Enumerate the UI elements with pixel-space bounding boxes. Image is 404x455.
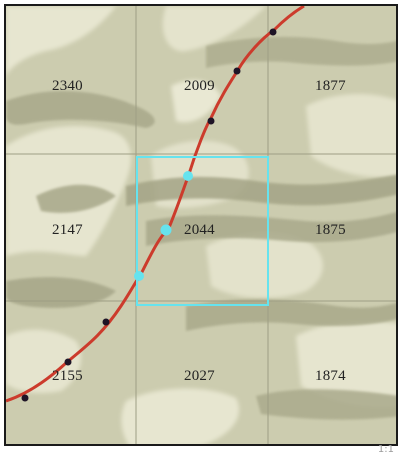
elevation-label: 2044: [184, 222, 215, 238]
track-node[interactable]: [21, 394, 29, 402]
elevation-label: 2147: [52, 222, 83, 238]
elevation-label: 2340: [52, 78, 83, 94]
elevation-label: 2027: [184, 368, 215, 384]
elevation-label: 1874: [315, 368, 346, 384]
map-frame: 2340 2009 1877 2147 2044 1875 2155 2027 …: [4, 4, 398, 446]
track-node[interactable]: [233, 67, 241, 75]
selection-box[interactable]: [136, 156, 269, 306]
track-node[interactable]: [64, 358, 72, 366]
elevation-label: 2155: [52, 368, 83, 384]
scale-mark: 1:1: [377, 444, 394, 455]
elevation-label: 1875: [315, 222, 346, 238]
elevation-label: 2009: [184, 78, 215, 94]
terrain-dark-ridges: [6, 36, 396, 420]
highlight-node[interactable]: [183, 171, 193, 181]
track-node[interactable]: [102, 318, 110, 326]
elevation-label: 1877: [315, 78, 346, 94]
track-node[interactable]: [269, 28, 277, 36]
track-line[interactable]: [6, 6, 305, 403]
track-nodes: [21, 28, 277, 402]
terrain-map[interactable]: [6, 6, 398, 446]
selection-points: [134, 171, 193, 281]
highlight-node[interactable]: [134, 271, 144, 281]
highlight-node[interactable]: [160, 224, 172, 236]
track-node[interactable]: [207, 117, 215, 125]
